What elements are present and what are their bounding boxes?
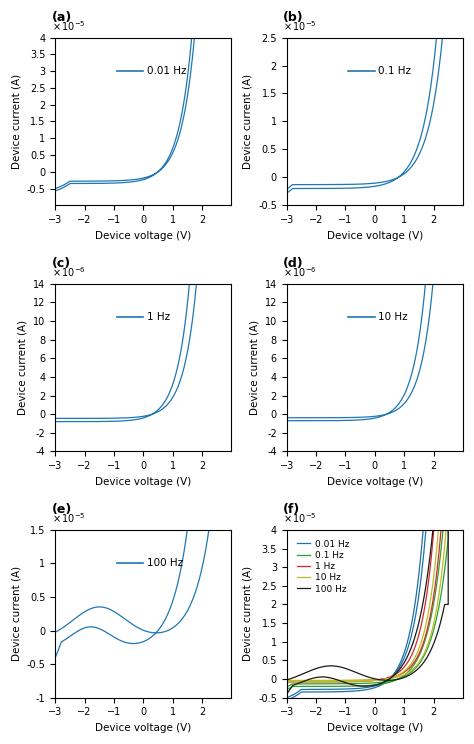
1 Hz [430, 536, 436, 545]
100 Hz [430, 526, 436, 535]
Y-axis label: Device current (A): Device current (A) [11, 74, 21, 169]
1 Hz [441, 481, 447, 490]
Text: 1 Hz: 1 Hz [147, 312, 170, 322]
100 Hz [384, 676, 390, 684]
Line: 0.1 Hz: 0.1 Hz [287, 463, 448, 690]
Text: (e): (e) [52, 504, 72, 516]
Line: 0.01 Hz: 0.01 Hz [287, 0, 448, 700]
0.1 Hz [430, 603, 436, 612]
X-axis label: Device voltage (V): Device voltage (V) [327, 723, 423, 733]
Text: 10 Hz: 10 Hz [378, 312, 408, 322]
10 Hz [441, 545, 447, 554]
X-axis label: Device voltage (V): Device voltage (V) [95, 477, 191, 487]
0.1 Hz [441, 568, 447, 577]
10 Hz [284, 676, 290, 685]
Text: 100 Hz: 100 Hz [147, 559, 183, 568]
Y-axis label: Device current (A): Device current (A) [243, 566, 253, 661]
0.1 Hz [384, 677, 390, 686]
100 Hz [441, 601, 447, 610]
Legend: 0.01 Hz, 0.1 Hz, 1 Hz, 10 Hz, 100 Hz: 0.01 Hz, 0.1 Hz, 1 Hz, 10 Hz, 100 Hz [295, 538, 351, 595]
10 Hz [304, 676, 310, 685]
Text: $\times\,10^{-5}$: $\times\,10^{-5}$ [52, 19, 85, 33]
Text: (f): (f) [283, 504, 301, 516]
0.1 Hz [304, 679, 310, 688]
1 Hz [284, 676, 290, 685]
Line: 10 Hz: 10 Hz [287, 355, 448, 682]
100 Hz [284, 690, 290, 699]
Text: $\times\,10^{-6}$: $\times\,10^{-6}$ [52, 265, 86, 279]
10 Hz [342, 677, 347, 686]
100 Hz [284, 676, 290, 684]
1 Hz [342, 677, 347, 686]
100 Hz [290, 681, 296, 690]
Text: $\times\,10^{-5}$: $\times\,10^{-5}$ [283, 511, 317, 525]
Text: $\times\,10^{-5}$: $\times\,10^{-5}$ [283, 19, 317, 33]
X-axis label: Device voltage (V): Device voltage (V) [95, 723, 191, 733]
0.01 Hz [284, 696, 290, 705]
Y-axis label: Device current (A): Device current (A) [249, 320, 259, 415]
Y-axis label: Device current (A): Device current (A) [243, 74, 253, 169]
10 Hz [284, 677, 290, 686]
0.01 Hz [342, 687, 347, 696]
Line: 1 Hz: 1 Hz [287, 212, 448, 682]
0.01 Hz [441, 48, 447, 57]
0.1 Hz [284, 685, 290, 694]
Text: (b): (b) [283, 11, 304, 24]
Y-axis label: Device current (A): Device current (A) [11, 566, 21, 661]
Text: (c): (c) [52, 257, 71, 270]
Text: (a): (a) [52, 11, 72, 24]
100 Hz [446, 277, 451, 286]
10 Hz [446, 350, 451, 359]
100 Hz [304, 667, 310, 676]
10 Hz [290, 677, 296, 686]
1 Hz [284, 678, 290, 687]
0.01 Hz [304, 685, 310, 694]
10 Hz [430, 579, 436, 588]
0.1 Hz [284, 682, 290, 691]
100 Hz [342, 678, 347, 687]
1 Hz [290, 678, 296, 687]
0.01 Hz [384, 676, 390, 685]
1 Hz [446, 208, 451, 217]
Line: 100 Hz: 100 Hz [287, 281, 448, 694]
1 Hz [304, 676, 310, 685]
0.1 Hz [446, 458, 451, 467]
X-axis label: Device voltage (V): Device voltage (V) [327, 477, 423, 487]
Y-axis label: Device current (A): Device current (A) [18, 320, 27, 415]
Text: $\times\,10^{-5}$: $\times\,10^{-5}$ [52, 511, 85, 525]
0.1 Hz [290, 682, 296, 691]
10 Hz [384, 675, 390, 684]
X-axis label: Device voltage (V): Device voltage (V) [327, 231, 423, 240]
0.01 Hz [290, 693, 296, 702]
0.1 Hz [342, 682, 347, 690]
Text: (d): (d) [283, 257, 304, 270]
Text: 0.1 Hz: 0.1 Hz [378, 66, 411, 76]
Text: $\times\,10^{-6}$: $\times\,10^{-6}$ [283, 265, 317, 279]
0.01 Hz [284, 693, 290, 702]
Text: 0.01 Hz: 0.01 Hz [147, 66, 186, 76]
1 Hz [384, 674, 390, 683]
0.01 Hz [430, 351, 436, 360]
X-axis label: Device voltage (V): Device voltage (V) [95, 231, 191, 240]
